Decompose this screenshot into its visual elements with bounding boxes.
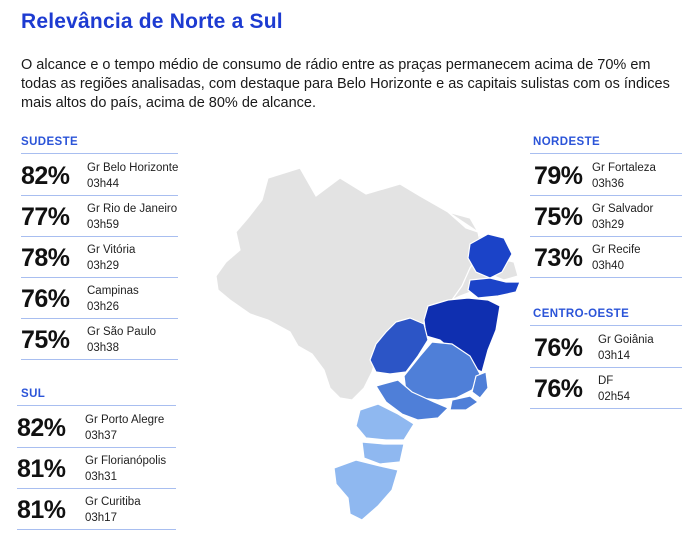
reach-percent: 78% bbox=[21, 244, 70, 272]
list-item: 79% Gr Fortaleza 03h36 bbox=[530, 155, 682, 196]
map-ceara bbox=[467, 233, 513, 279]
map-pernambuco bbox=[467, 277, 521, 299]
reach-percent: 76% bbox=[534, 375, 583, 403]
reach-percent: 81% bbox=[17, 455, 66, 483]
list-item: 77% Gr Rio de Janeiro 03h59 bbox=[21, 196, 178, 237]
list-item: 75% Gr São Paulo 03h38 bbox=[21, 319, 178, 360]
page-title: Relevância de Norte a Sul bbox=[21, 10, 283, 33]
region-title-nordeste: NORDESTE bbox=[533, 136, 601, 148]
city-name: Gr Vitória bbox=[87, 244, 136, 256]
city-name: Gr Fortaleza bbox=[592, 162, 656, 174]
map-north-region bbox=[215, 167, 483, 401]
listening-time: 03h26 bbox=[87, 301, 119, 313]
reach-percent: 76% bbox=[534, 334, 583, 362]
reach-percent: 79% bbox=[534, 162, 583, 190]
region-divider bbox=[530, 325, 682, 326]
city-name: Gr Recife bbox=[592, 244, 641, 256]
listening-time: 03h37 bbox=[85, 430, 117, 442]
map-goias bbox=[369, 317, 429, 375]
city-name: Gr Salvador bbox=[592, 203, 654, 215]
city-name: Gr São Paulo bbox=[87, 326, 157, 338]
city-name: Gr Curitiba bbox=[85, 496, 141, 508]
city-name: Gr Belo Horizonte bbox=[87, 162, 179, 174]
listening-time: 03h14 bbox=[598, 350, 630, 362]
list-item: 75% Gr Salvador 03h29 bbox=[530, 196, 682, 237]
list-item: 81% Gr Florianópolis 03h31 bbox=[17, 448, 176, 489]
city-name: Gr Porto Alegre bbox=[85, 414, 165, 426]
city-name: Gr Florianópolis bbox=[85, 455, 167, 467]
city-name: Campinas bbox=[87, 285, 139, 297]
city-name: Gr Rio de Janeiro bbox=[87, 203, 178, 215]
map-santa-catarina bbox=[361, 441, 405, 465]
list-item: 73% Gr Recife 03h40 bbox=[530, 237, 682, 278]
listening-time: 03h59 bbox=[87, 219, 119, 231]
city-name: Gr Goiânia bbox=[598, 334, 654, 346]
map-parana bbox=[355, 403, 415, 441]
listening-time: 03h38 bbox=[87, 342, 119, 354]
listening-time: 03h17 bbox=[85, 512, 117, 524]
list-item: 76% Campinas 03h26 bbox=[21, 278, 178, 319]
listening-time: 03h29 bbox=[592, 219, 624, 231]
list-item: 82% Gr Belo Horizonte 03h44 bbox=[21, 155, 178, 196]
listening-time: 03h29 bbox=[87, 260, 119, 272]
reach-percent: 76% bbox=[21, 285, 70, 313]
list-item: 82% Gr Porto Alegre 03h37 bbox=[17, 407, 176, 448]
region-title-sudeste: SUDESTE bbox=[21, 136, 79, 148]
listening-time: 03h44 bbox=[87, 178, 119, 190]
map-sao-paulo bbox=[375, 379, 450, 421]
reach-percent: 81% bbox=[17, 496, 66, 524]
region-title-centro-oeste: CENTRO-OESTE bbox=[533, 308, 630, 320]
list-item: 76% DF 02h54 bbox=[530, 368, 682, 409]
map-espirito-santo bbox=[471, 371, 489, 399]
map-rio-de-janeiro bbox=[449, 395, 480, 411]
city-name: DF bbox=[598, 375, 614, 387]
map-bahia bbox=[423, 297, 501, 373]
list-item: 76% Gr Goiânia 03h14 bbox=[530, 327, 682, 368]
reach-percent: 77% bbox=[21, 203, 70, 231]
reach-percent: 82% bbox=[17, 414, 66, 442]
region-title-sul: SUL bbox=[21, 388, 46, 400]
region-divider bbox=[21, 153, 178, 154]
intro-paragraph: O alcance e o tempo médio de consumo de … bbox=[21, 57, 670, 111]
reach-percent: 75% bbox=[534, 203, 583, 231]
listening-time: 02h54 bbox=[598, 391, 630, 403]
reach-percent: 82% bbox=[21, 162, 70, 190]
map-rio-grande-do-sul bbox=[333, 459, 399, 521]
list-item: 78% Gr Vitória 03h29 bbox=[21, 237, 178, 278]
reach-percent: 75% bbox=[21, 326, 70, 354]
reach-percent: 73% bbox=[534, 244, 583, 272]
listening-time: 03h40 bbox=[592, 260, 624, 272]
listening-time: 03h36 bbox=[592, 178, 624, 190]
region-divider bbox=[17, 405, 176, 406]
listening-time: 03h31 bbox=[85, 471, 117, 483]
region-divider bbox=[530, 153, 682, 154]
list-item: 81% Gr Curitiba 03h17 bbox=[17, 489, 176, 530]
